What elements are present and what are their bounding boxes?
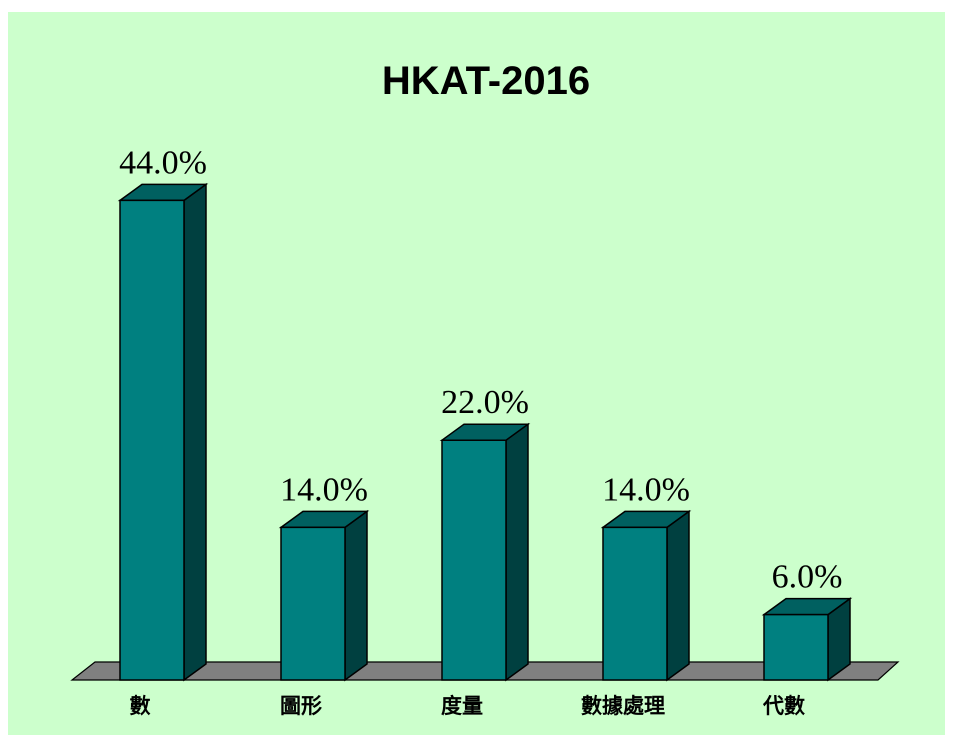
bar-side <box>183 182 207 682</box>
x-tick-label: 代數 <box>762 694 805 718</box>
bar-side <box>505 422 529 682</box>
value-label: 14.0% <box>602 471 690 508</box>
value-label: 14.0% <box>280 471 368 508</box>
bar-front <box>280 526 346 681</box>
bar <box>278 509 370 682</box>
value-label: 44.0% <box>119 144 207 181</box>
chart-title: HKAT-2016 <box>382 59 590 103</box>
value-label: 22.0% <box>441 384 529 421</box>
bar <box>439 422 531 682</box>
x-tick-label: 數 <box>130 694 151 718</box>
x-tick-label: 數據處理 <box>581 694 665 718</box>
value-label: 6.0% <box>772 559 843 596</box>
bar-front <box>602 526 668 681</box>
bar <box>761 597 853 682</box>
bar-front <box>119 199 185 681</box>
bar <box>600 509 692 682</box>
bar-side <box>344 509 368 682</box>
x-tick-label: 度量 <box>441 694 483 718</box>
bar-side <box>666 509 690 682</box>
x-tick-label: 圖形 <box>280 694 322 718</box>
bar-front <box>441 439 507 681</box>
bar-front <box>763 613 829 681</box>
bar <box>117 182 209 682</box>
